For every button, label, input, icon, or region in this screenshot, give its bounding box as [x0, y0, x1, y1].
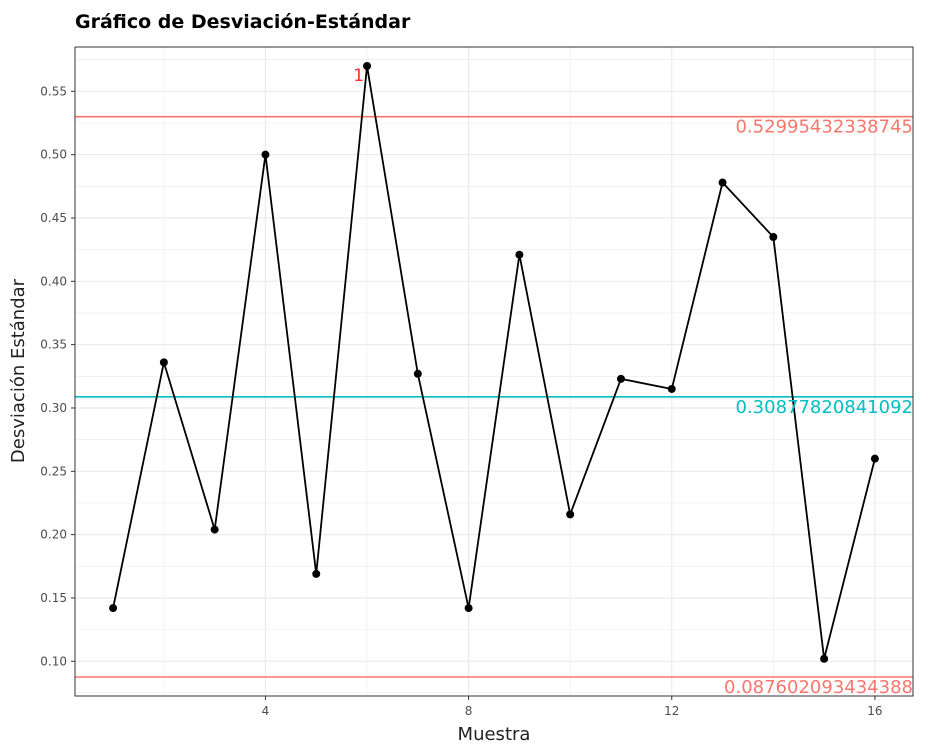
y-tick-label: 0.10	[40, 654, 67, 668]
grid	[75, 47, 913, 696]
x-tick-label: 4	[262, 704, 270, 718]
annotations: 1	[353, 66, 364, 86]
data-point	[261, 150, 270, 159]
reference-line-label: 0.30877820841092	[735, 397, 913, 418]
y-tick-label: 0.45	[40, 211, 67, 225]
y-tick-label: 0.30	[40, 401, 67, 415]
reference-line-label: 0.087602093434388	[724, 677, 913, 698]
y-axis: 0.10 0.15 0.20 0.25 0.30 0.35 0.40 0.45 0.50 0.55	[40, 84, 75, 668]
x-axis-title: Muestra	[458, 724, 531, 745]
data-point	[515, 250, 524, 259]
series-line	[112, 65, 876, 660]
data-point	[667, 384, 676, 393]
x-tick-label: 16	[867, 704, 882, 718]
y-tick-label: 0.20	[40, 528, 67, 542]
x-tick-label: 12	[664, 704, 679, 718]
data-point	[718, 178, 727, 187]
y-tick-label: 0.35	[40, 338, 67, 352]
data-point	[312, 569, 321, 578]
data-point	[769, 232, 778, 241]
y-tick-label: 0.25	[40, 464, 67, 478]
chart-title: Gráfico de Desviación-Estándar	[75, 11, 411, 33]
data-point	[363, 61, 372, 70]
y-axis-title: Desviación Estándar	[8, 278, 29, 463]
data-point	[109, 604, 118, 613]
y-tick-label: 0.15	[40, 591, 67, 605]
reference-line-label: 0.52995432338745	[735, 117, 913, 138]
data-point	[413, 369, 422, 378]
y-tick-label: 0.50	[40, 148, 67, 162]
data-point	[870, 454, 879, 463]
data-points	[109, 61, 879, 663]
data-point	[616, 374, 625, 383]
point-annotation: 1	[353, 66, 364, 86]
reference-labels: 0.52995432338745 0.30877820841092 0.087602…	[724, 117, 913, 698]
series	[112, 65, 876, 660]
y-tick-label: 0.55	[40, 84, 67, 98]
panel-border	[74, 46, 914, 697]
x-tick-label: 8	[465, 704, 473, 718]
data-point	[464, 604, 473, 613]
data-point	[566, 510, 575, 519]
data-point	[820, 654, 829, 663]
data-point	[210, 525, 219, 534]
data-point	[159, 358, 168, 367]
reference-lines	[75, 115, 913, 678]
y-tick-label: 0.40	[40, 274, 67, 288]
x-axis: 4 8 12 16	[262, 696, 883, 718]
